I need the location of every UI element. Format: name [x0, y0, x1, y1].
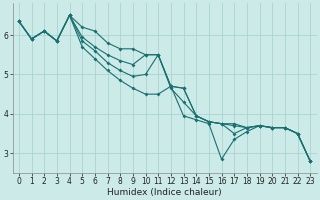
X-axis label: Humidex (Indice chaleur): Humidex (Indice chaleur) — [107, 188, 222, 197]
